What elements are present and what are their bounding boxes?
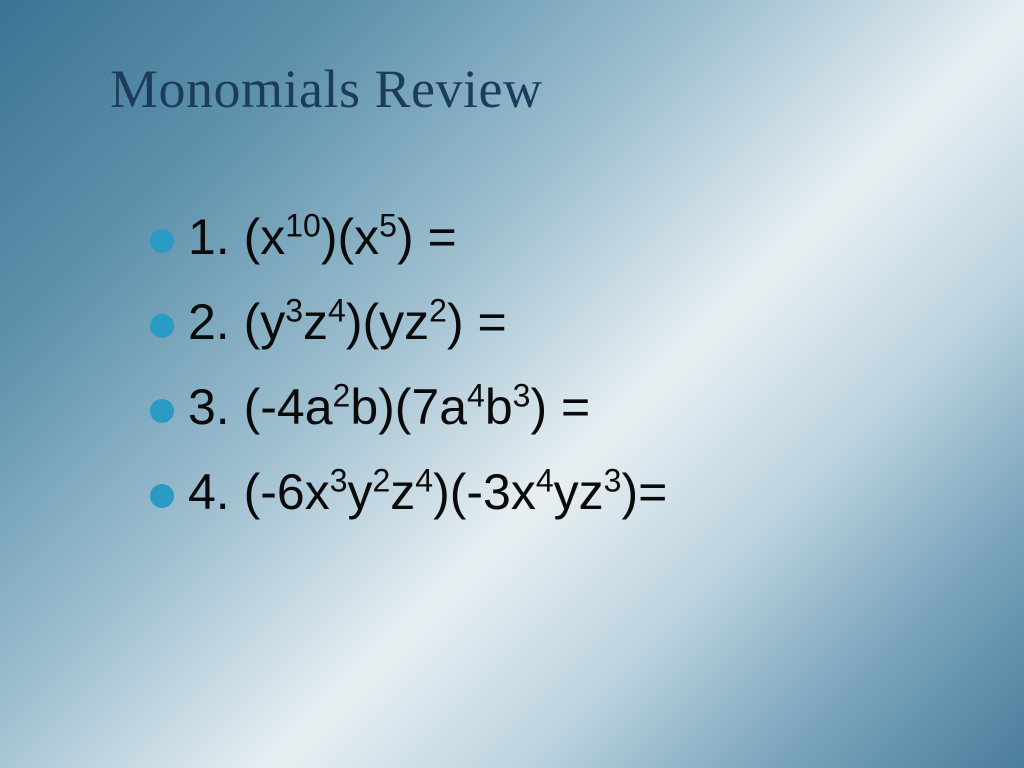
- list-item: 3. (-4a2b)(7a4b3) =: [150, 375, 667, 440]
- exponent: 4: [415, 462, 433, 498]
- exponent: 2: [373, 462, 391, 498]
- exponent: 3: [513, 377, 531, 413]
- expression: 3. (-4a2b)(7a4b3) =: [188, 375, 590, 440]
- term: ) =: [447, 294, 507, 350]
- term: (x: [230, 209, 286, 265]
- expression: 4. (-6x3y2z4)(-3x4yz3)=: [188, 460, 667, 525]
- term: z: [303, 294, 328, 350]
- slide: Monomials Review 1. (x10)(x5) =2. (y3z4)…: [0, 0, 1024, 768]
- term: b: [485, 379, 513, 435]
- expression: 2. (y3z4)(yz2) =: [188, 290, 507, 355]
- term: (-6x: [230, 464, 330, 520]
- exponent: 3: [285, 292, 303, 328]
- term: b)(7a: [350, 379, 467, 435]
- term: ) =: [397, 209, 457, 265]
- term: )(yz: [346, 294, 429, 350]
- term: ) =: [530, 379, 590, 435]
- slide-content: 1. (x10)(x5) =2. (y3z4)(yz2) =3. (-4a2b)…: [150, 205, 667, 545]
- term: )=: [621, 464, 667, 520]
- item-number: 3.: [188, 379, 230, 435]
- slide-title: Monomials Review: [110, 58, 542, 120]
- exponent: 4: [467, 377, 485, 413]
- exponent: 10: [285, 207, 321, 243]
- exponent: 3: [604, 462, 622, 498]
- item-number: 4.: [188, 464, 230, 520]
- list-item: 2. (y3z4)(yz2) =: [150, 290, 667, 355]
- list-item: 1. (x10)(x5) =: [150, 205, 667, 270]
- term: (y: [230, 294, 286, 350]
- exponent: 5: [379, 207, 397, 243]
- term: yz: [554, 464, 604, 520]
- item-number: 2.: [188, 294, 230, 350]
- item-number: 1.: [188, 209, 230, 265]
- exponent: 4: [328, 292, 346, 328]
- bullet-icon: [150, 229, 174, 253]
- term: )(x: [321, 209, 379, 265]
- bullet-icon: [150, 314, 174, 338]
- exponent: 4: [536, 462, 554, 498]
- exponent: 2: [429, 292, 447, 328]
- term: y: [348, 464, 373, 520]
- exponent: 2: [333, 377, 351, 413]
- term: )(-3x: [433, 464, 536, 520]
- list-item: 4. (-6x3y2z4)(-3x4yz3)=: [150, 460, 667, 525]
- exponent: 3: [330, 462, 348, 498]
- expression: 1. (x10)(x5) =: [188, 205, 457, 270]
- bullet-icon: [150, 484, 174, 508]
- term: (-4a: [230, 379, 333, 435]
- bullet-icon: [150, 399, 174, 423]
- term: z: [390, 464, 415, 520]
